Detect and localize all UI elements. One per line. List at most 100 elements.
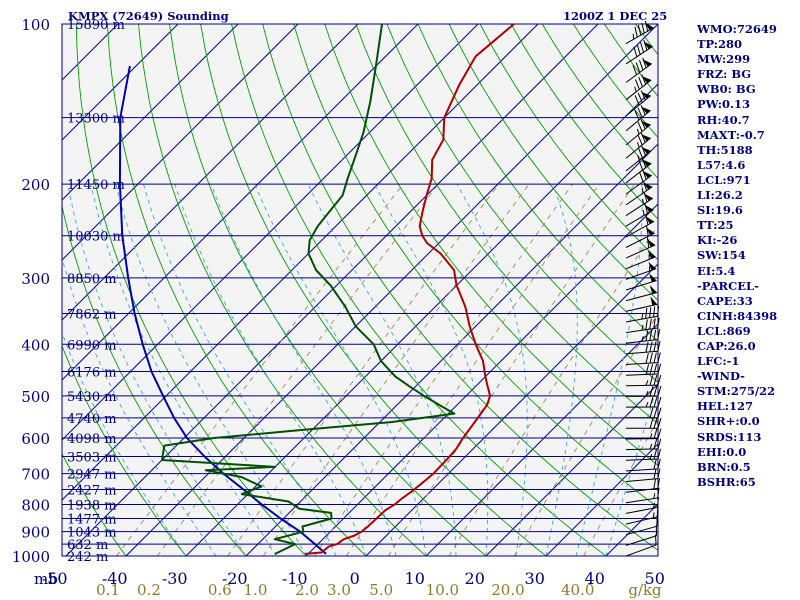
isotherm-line: [61, 23, 419, 381]
wind-barb: [625, 305, 660, 323]
dry-adiabat-line: [603, 23, 659, 97]
wind-barb: [625, 105, 651, 132]
height-label: 5430 m: [67, 390, 117, 405]
wind-barb-half-flag: [649, 443, 653, 450]
wind-barb-flag: [657, 438, 662, 449]
wind-barb-flag: [653, 352, 657, 363]
wind-barb: [625, 438, 662, 451]
wind-barb-staff: [625, 109, 651, 132]
pressure-tick-label: 300: [21, 270, 50, 288]
wind-barb-half-flag: [649, 433, 653, 439]
index-item: STM:275/22: [697, 384, 776, 399]
wind-barb-flag: [635, 62, 641, 73]
wind-barb-staff: [625, 174, 653, 195]
wind-barb-flag: [653, 363, 658, 375]
pressure-tick-label: 100: [21, 16, 50, 34]
wind-barb-pennant: [648, 261, 657, 271]
wind-barb-flag: [657, 487, 660, 499]
wind-barb-staff: [625, 162, 652, 184]
index-item: BSHR:65: [697, 474, 756, 489]
wind-barb-staff: [625, 506, 658, 514]
index-item: KI:-26: [697, 233, 738, 248]
wind-barb-flag: [640, 90, 646, 101]
temperature-tick-label: -10: [282, 569, 308, 588]
dewpoint-trace: [161, 23, 456, 555]
wind-barb-staff: [625, 150, 652, 172]
wind-barb: [625, 90, 652, 117]
wind-barb-flag: [649, 352, 653, 364]
wind-barb-flag: [653, 396, 658, 408]
wind-barb-half-flag: [637, 154, 640, 161]
wind-barb-flag: [649, 407, 654, 418]
mixing-ratio-label: 0.2: [137, 581, 161, 599]
wind-barb-flag: [653, 428, 658, 439]
wind-barb-flag: [645, 364, 650, 375]
wind-barb-flag: [653, 478, 657, 489]
wind-barb-flag: [645, 214, 649, 225]
height-label: 4098 m: [67, 432, 117, 447]
index-item: RH:40.7: [697, 112, 750, 127]
mixing-ratio-line: [156, 183, 439, 557]
wind-barb-pennant: [642, 59, 652, 67]
temperature-tick-label: -40: [102, 569, 128, 588]
isotherm-line: [61, 23, 299, 261]
index-item: LI:26.2: [697, 188, 743, 203]
dry-adiabat-line: [324, 23, 659, 466]
temperature-tick-label: 0: [350, 569, 360, 588]
index-item: SHR+:0.0: [697, 414, 760, 429]
temperature-trace-group: [305, 23, 515, 555]
wind-barb: [625, 273, 657, 291]
moist-adiabat-line: [605, 383, 659, 557]
wind-barb: [625, 225, 655, 248]
wind-barb-flag: [649, 364, 654, 375]
wind-barb-flag: [640, 42, 645, 53]
wind-barb-flag: [653, 458, 657, 470]
wind-barb-flag: [633, 46, 638, 57]
height-label: 10030 m: [67, 230, 125, 245]
wind-barb-flag: [657, 317, 660, 329]
height-label: 6990 m: [67, 338, 117, 353]
isotherm-line: [125, 23, 659, 557]
temperature-tick-label: 30: [525, 569, 545, 588]
wind-barb-half-flag: [642, 210, 645, 216]
parcel-trace: [118, 65, 327, 555]
moist-adiabat-line: [61, 257, 217, 557]
wind-barb-staff: [625, 478, 658, 482]
wind-barb-staff: [625, 280, 657, 291]
wind-barb-flag: [645, 353, 649, 364]
wind-barb: [625, 418, 662, 429]
wind-barb-half-flag: [649, 454, 653, 460]
wind-barb-staff: [625, 292, 658, 302]
wind-barb-staff: [625, 468, 658, 472]
wind-barb-flag: [646, 225, 649, 237]
wind-barb-staff: [625, 544, 657, 557]
wind-barb-pennant: [646, 227, 655, 236]
moist-adiabat-line: [456, 183, 528, 557]
wind-barb-half-flag: [648, 254, 650, 260]
wind-barb-staff: [625, 79, 652, 101]
wind-barb-half-flag: [641, 187, 644, 194]
wind-barb-staff: [625, 244, 656, 259]
wind-barb-flag: [637, 92, 643, 103]
wind-barb: [625, 317, 660, 334]
wind-barb-flag: [653, 468, 657, 480]
dry-adiabat-line: [355, 23, 659, 424]
wind-barb-pennant: [641, 146, 651, 155]
wind-barb: [625, 180, 653, 206]
wind-barb-flag: [640, 105, 646, 116]
index-item: -WIND-: [697, 369, 745, 384]
wind-barb-flag: [641, 74, 647, 85]
wind-barb-flag: [657, 385, 662, 397]
wind-barb-flag: [638, 60, 644, 71]
index-item: CAP:26.0: [697, 338, 756, 353]
isotherm-line: [545, 443, 659, 557]
wind-barb-flag: [657, 363, 662, 375]
wind-barb-flag: [637, 135, 643, 146]
pressure-tick-label: 1000: [12, 548, 50, 566]
wind-barb-staff: [625, 373, 658, 376]
wind-barb-flag: [653, 418, 658, 429]
wind-barb-staff: [625, 315, 658, 323]
wind-barb: [625, 487, 660, 504]
height-label: 13300 m: [67, 112, 125, 127]
